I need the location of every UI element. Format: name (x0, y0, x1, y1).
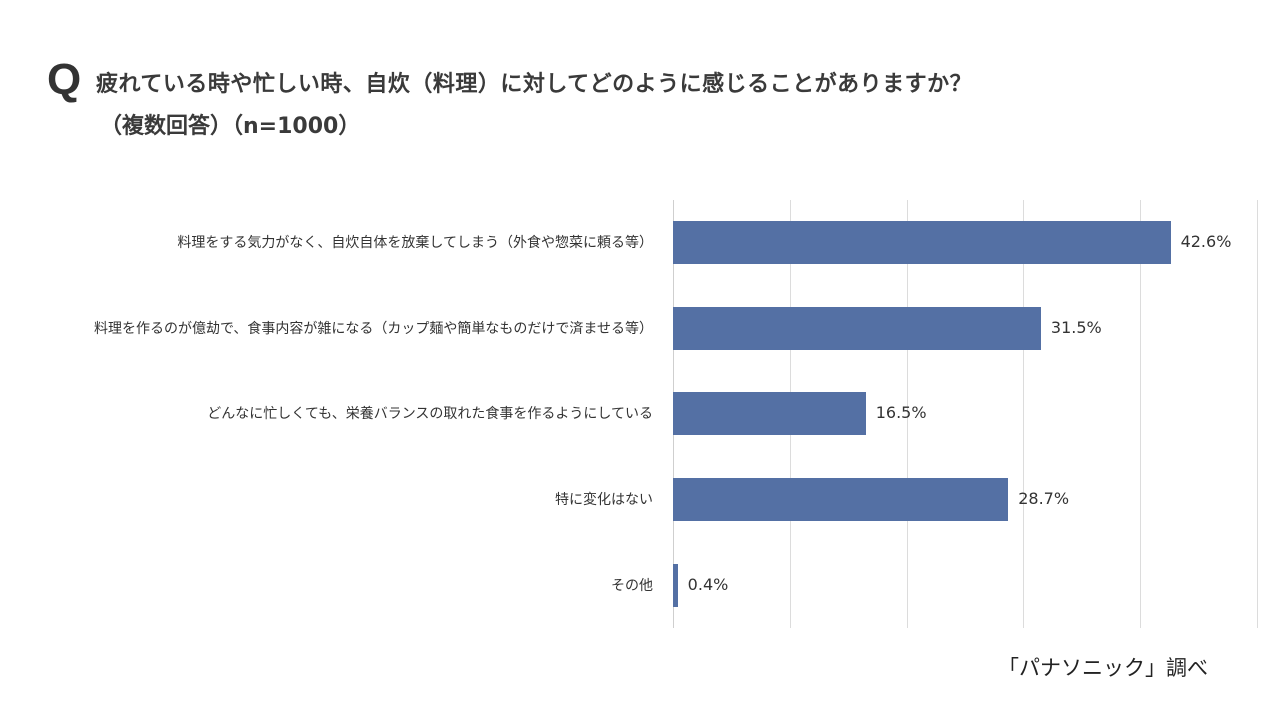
gridline (1140, 200, 1141, 628)
chart-title: 疲れている時や忙しい時、自炊（料理）に対してどのように感じることがありますか？ (96, 72, 973, 97)
category-label: 特に変化はない (555, 492, 653, 508)
bar (673, 564, 678, 607)
gridline (1023, 200, 1024, 628)
value-label: 28.7% (1018, 489, 1070, 508)
bar (673, 221, 1171, 264)
plot-area: 42.6% 31.5% 16.5% 28.7% 0.4% (673, 200, 1258, 628)
bar (673, 392, 866, 435)
chart-subtitle: （複数回答）（n=1000） (100, 114, 361, 139)
category-label: その他 (611, 578, 653, 594)
value-label: 42.6% (1180, 232, 1232, 251)
value-label: 31.5% (1050, 318, 1102, 337)
category-label: 料理をする気力がなく、自炊自体を放棄してしまう（外食や惣菜に頼る等） (177, 235, 653, 251)
bar (673, 307, 1041, 350)
gridline (907, 200, 908, 628)
bar (673, 478, 1009, 521)
question-mark: Q (47, 55, 82, 104)
value-label: 0.4% (687, 575, 729, 594)
category-label: どんなに忙しくても、栄養バランスの取れた食事を作るようにしている (207, 406, 653, 422)
category-label: 料理を作るのが億劫で、食事内容が雑になる（カップ麺や簡単なものだけで済ませる等） (93, 321, 653, 337)
value-label: 16.5% (875, 403, 927, 422)
gridline (1257, 200, 1258, 628)
source-note: 「パナソニック」調べ (998, 656, 1208, 680)
